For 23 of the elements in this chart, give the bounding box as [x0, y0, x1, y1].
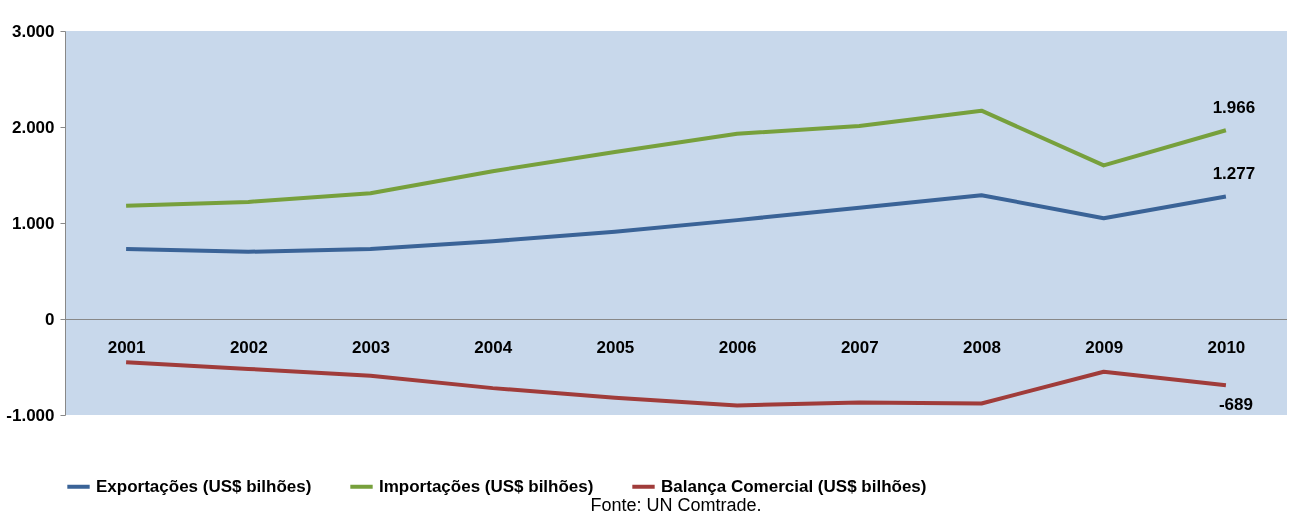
x-tick-label: 2007 — [840, 337, 879, 357]
data-label: 1.277 — [1212, 164, 1256, 184]
x-tick-label: 2003 — [352, 337, 390, 357]
x-tick-label: 2008 — [963, 337, 1001, 357]
line-series — [124, 193, 1228, 254]
y-tick-label: 2.000 — [11, 117, 55, 137]
legend-label: Exportações (US$ bilhões) — [96, 476, 312, 496]
x-tick-label: 2004 — [474, 337, 513, 357]
legend-label: Importações (US$ bilhões) — [379, 476, 594, 496]
y-tick-label: -1.000 — [6, 405, 55, 425]
x-tick-label: 2010 — [1207, 337, 1246, 357]
x-tick-label: 2001 — [107, 337, 146, 357]
data-label: 1.966 — [1212, 98, 1256, 118]
x-tick-label: 2002 — [229, 337, 268, 357]
y-tick-label: 3.000 — [11, 21, 55, 41]
x-tick-label: 2009 — [1085, 337, 1124, 357]
legend-label: Balança Comercial (US$ bilhões) — [661, 476, 927, 496]
x-tick-label: 2005 — [596, 337, 635, 357]
y-tick-label: 1.000 — [11, 213, 55, 233]
x-tick-label: 2006 — [718, 337, 757, 357]
source-note: Fonte: UN Comtrade. — [590, 495, 762, 515]
y-tick-label: 0 — [45, 309, 55, 329]
data-label: -689 — [1218, 395, 1253, 415]
